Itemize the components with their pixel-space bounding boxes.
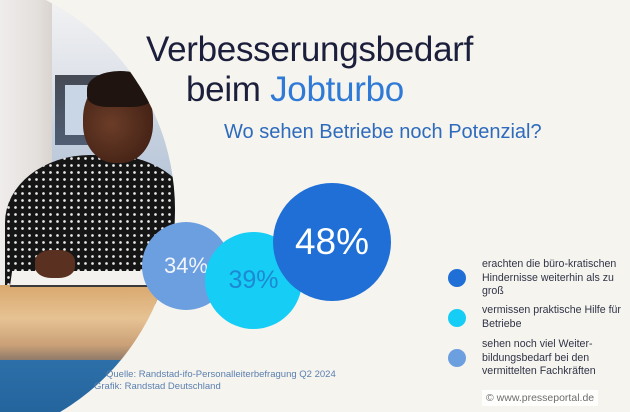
photo-desk xyxy=(0,285,175,360)
legend-text: erachten die büro-kratischen Hindernisse… xyxy=(482,258,617,297)
source-credit: Quelle: Randstad-ifo-Personalleiterbefra… xyxy=(94,369,336,392)
legend-dot-dark-blue-icon xyxy=(448,269,466,288)
legend-text: sehen noch viel Weiter-bildungsbedarf be… xyxy=(482,338,596,377)
bubble-48-percent: 48% xyxy=(273,183,391,301)
photo-floor xyxy=(0,360,175,412)
bubble-39-percent: 39% xyxy=(205,232,302,329)
legend-item-bureaucracy: erachten die büro-kratischen Hindernisse… xyxy=(448,258,622,299)
bubble-value: 34% xyxy=(163,253,209,278)
photo-hand-with-pen xyxy=(35,250,75,278)
bubble-value: 39% xyxy=(228,266,279,294)
photo-woman-writing xyxy=(0,0,175,412)
photo-hair xyxy=(87,71,153,107)
title-line-1: Verbesserungsbedarf xyxy=(146,30,474,69)
legend-dot-cyan-icon xyxy=(448,308,466,327)
title-line-2: beim Jobturbo xyxy=(186,70,404,110)
bubble-value: 48% xyxy=(294,221,370,262)
source-line: Quelle: Randstad-ifo-Personalleiterbefra… xyxy=(106,369,336,380)
watermark: © www.presseportal.de xyxy=(482,390,599,406)
title-prefix: beim xyxy=(186,70,271,109)
title-accent: Jobturbo xyxy=(270,70,404,109)
legend-dot-light-blue-icon xyxy=(448,349,466,368)
legend-item-practical-help: vermissen praktische Hilfe für Betriebe xyxy=(448,304,622,331)
legend-item-training-need: sehen noch viel Weiter-bildungsbedarf be… xyxy=(448,338,622,379)
photo-notebook xyxy=(9,271,153,287)
graphic-credit-line: Grafik: Randstad Deutschland xyxy=(94,380,221,392)
subtitle: Wo sehen Betriebe noch Potenzial? xyxy=(224,121,542,143)
legend-text: vermissen praktische Hilfe für Betriebe xyxy=(482,304,621,330)
